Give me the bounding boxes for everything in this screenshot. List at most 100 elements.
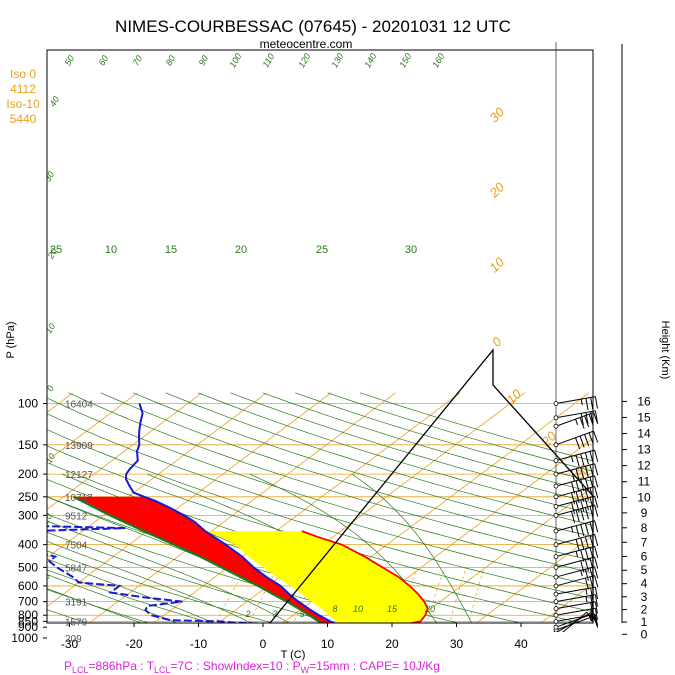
y-axis-label: P (hPa) xyxy=(5,321,17,358)
pressure-tick-label: 800 xyxy=(18,608,38,622)
wind-barb-shaft xyxy=(555,533,595,546)
wind-barb-shaft xyxy=(555,520,595,532)
wind-barb-station xyxy=(553,471,559,477)
isotherm-label: 0 xyxy=(489,333,505,349)
moist-adiabat-line xyxy=(47,520,290,623)
dry-adiabat-label: 10 xyxy=(44,322,58,336)
wind-barb-flag xyxy=(580,479,585,492)
temperature-tick-label: 10 xyxy=(321,637,335,651)
wind-barb-flag xyxy=(584,434,590,446)
moist-adiabat-line xyxy=(47,558,215,623)
height-tick-label: 12 xyxy=(637,459,651,473)
wind-barb-flag xyxy=(594,587,598,600)
dry-adiabat-label: 160 xyxy=(430,51,446,69)
wind-barb-station xyxy=(553,423,559,429)
parcel-line xyxy=(72,495,323,623)
mixing-ratio-label: 20 xyxy=(424,604,435,614)
dry-adiabat-label: 50 xyxy=(63,54,77,68)
moist-adiabat-label: 25 xyxy=(50,244,62,256)
pressure-tick-label: 700 xyxy=(18,595,38,609)
wind-barb-flag xyxy=(580,560,585,573)
isotherm-label: 20 xyxy=(486,179,508,201)
isotherm-label: 10 xyxy=(503,386,524,407)
wind-barb-flag xyxy=(589,506,594,518)
pressure-tick-label: 400 xyxy=(18,538,38,552)
wind-barb-flag xyxy=(585,398,589,411)
wind-barb-flag xyxy=(589,521,594,534)
wind-barb-flag xyxy=(584,523,589,535)
isotherm-line xyxy=(411,486,593,623)
dry-adiabat-label: 150 xyxy=(397,51,413,69)
wind-barb-station xyxy=(553,599,559,605)
wind-barb-flag xyxy=(593,430,599,443)
wind-barb-flag xyxy=(584,569,589,581)
wind-barb-shaft xyxy=(555,586,596,595)
footer-t-lcl-sub: LCL xyxy=(154,665,171,675)
wind-barb-flag xyxy=(580,413,584,426)
wind-barb-flag xyxy=(575,539,580,551)
wind-barb-flag xyxy=(575,454,580,467)
mixing-ratio-label: 5 xyxy=(299,609,305,619)
isotherm-label: 30 xyxy=(486,104,507,125)
wind-barb-flag xyxy=(575,525,580,538)
dry-adiabat-label: 130 xyxy=(329,51,345,69)
iso-label: 4112 xyxy=(10,82,36,96)
dry-adiabat-label: 120 xyxy=(296,51,312,69)
wind-barb-flag xyxy=(584,452,589,465)
dry-adiabat-line xyxy=(100,392,593,549)
wind-barb-flag xyxy=(594,594,598,607)
wind-barb-flag xyxy=(594,486,599,499)
dry-adiabat-label: 60 xyxy=(97,54,111,68)
wind-barb-station xyxy=(553,442,559,448)
wind-barb-flag xyxy=(594,504,599,517)
temperature-tick-label: -20 xyxy=(125,637,143,651)
moist-adiabat-line xyxy=(47,540,252,623)
wind-barb-station xyxy=(553,494,559,500)
wind-barb-flag xyxy=(588,414,594,426)
moist-adiabat-label: 20 xyxy=(235,244,247,256)
wind-barb-station xyxy=(553,612,559,618)
temperature-line xyxy=(124,403,337,623)
dry-adiabat-label: 0 xyxy=(45,384,56,393)
height-tick-label: 14 xyxy=(637,427,651,441)
temperature-tick-label: 0 xyxy=(260,637,267,651)
geopotential-label: 5847 xyxy=(65,563,88,574)
mixing-ratio-label: 10 xyxy=(353,604,363,614)
wind-barb-flag xyxy=(594,534,599,547)
iso-label: Iso 0 xyxy=(10,67,36,81)
dry-adiabat-line xyxy=(47,550,274,623)
moist-adiabat-line xyxy=(351,473,473,623)
wind-barb-station xyxy=(553,458,559,463)
height-tick-label: 2 xyxy=(641,603,648,617)
wind-barb-shaft xyxy=(555,601,596,610)
dry-adiabat-line xyxy=(68,392,593,562)
wind-barb-flag xyxy=(584,488,589,501)
wind-barb-flag xyxy=(589,476,594,489)
wind-barb-flag xyxy=(579,435,585,448)
pressure-tick-label: 500 xyxy=(18,560,38,574)
wind-barb-station xyxy=(553,591,559,597)
wind-barb-half xyxy=(575,551,579,558)
dry-adiabat-label: 110 xyxy=(260,52,276,69)
geopotential-label: 13909 xyxy=(65,441,93,452)
wind-barb-station xyxy=(553,483,559,489)
wind-barb-shaft xyxy=(555,594,596,603)
wind-barb-flag xyxy=(590,602,594,615)
height-tick-label: 10 xyxy=(637,490,651,504)
wind-barb-flag xyxy=(570,481,576,494)
wind-barb-half xyxy=(590,615,593,622)
wind-barb-flag xyxy=(580,467,585,480)
wind-barb-flag xyxy=(589,576,594,589)
geopotential-label: 7504 xyxy=(65,541,88,552)
geopotential-label: 209 xyxy=(65,634,82,645)
dry-adiabat-line xyxy=(47,445,593,613)
dry-adiabat-label: 30 xyxy=(43,170,57,184)
footer-t-lcl-val: =7C : ShowIndex=10 : P xyxy=(171,659,301,673)
wind-barb-flag xyxy=(575,437,581,450)
mixing-ratio-label: 8 xyxy=(332,604,337,614)
height-tick-label: 9 xyxy=(641,506,648,520)
wind-barb-flag xyxy=(594,608,598,621)
wind-barb-shaft xyxy=(555,396,596,405)
